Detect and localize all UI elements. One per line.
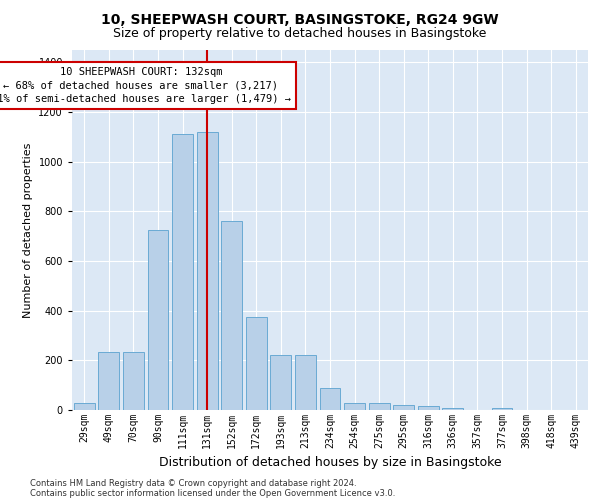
Bar	[148, 230, 169, 410]
Bar	[172, 134, 193, 410]
Bar	[98, 352, 119, 410]
Bar	[271, 356, 292, 410]
Bar	[246, 317, 267, 410]
X-axis label: Distribution of detached houses by size in Basingstoke: Distribution of detached houses by size …	[158, 456, 502, 469]
Bar	[123, 352, 144, 410]
Bar	[418, 406, 439, 410]
Text: Contains public sector information licensed under the Open Government Licence v3: Contains public sector information licen…	[30, 488, 395, 498]
Y-axis label: Number of detached properties: Number of detached properties	[23, 142, 33, 318]
Bar	[368, 404, 389, 410]
Bar	[320, 388, 340, 410]
Text: Contains HM Land Registry data © Crown copyright and database right 2024.: Contains HM Land Registry data © Crown c…	[30, 478, 356, 488]
Text: Size of property relative to detached houses in Basingstoke: Size of property relative to detached ho…	[113, 28, 487, 40]
Bar	[491, 408, 512, 410]
Bar	[442, 408, 463, 410]
Bar	[344, 402, 365, 410]
Text: 10, SHEEPWASH COURT, BASINGSTOKE, RG24 9GW: 10, SHEEPWASH COURT, BASINGSTOKE, RG24 9…	[101, 12, 499, 26]
Text: 10 SHEEPWASH COURT: 132sqm
← 68% of detached houses are smaller (3,217)
31% of s: 10 SHEEPWASH COURT: 132sqm ← 68% of deta…	[0, 68, 291, 104]
Bar	[295, 356, 316, 410]
Bar	[221, 222, 242, 410]
Bar	[74, 402, 95, 410]
Bar	[197, 132, 218, 410]
Bar	[393, 404, 414, 410]
